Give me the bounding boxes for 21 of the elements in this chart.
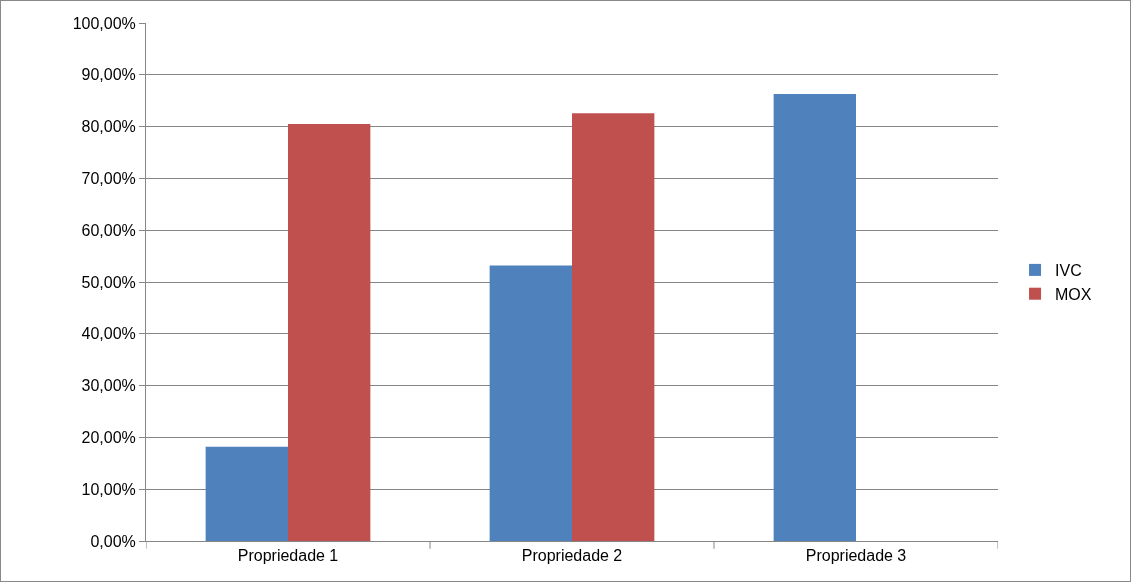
x-tick-label: Propriedade 2: [521, 547, 623, 565]
bar: [205, 446, 288, 541]
bar: [288, 124, 371, 541]
y-tick-label: 100,00%: [72, 14, 136, 32]
y-tick-label: 30,00%: [81, 377, 136, 395]
x-tick-label: Propriedade 1: [237, 547, 339, 565]
y-tick-label: 90,00%: [81, 66, 136, 84]
legend-label: IVC: [1055, 262, 1082, 280]
y-tick-label: 60,00%: [81, 221, 136, 239]
y-tick-label: 0,00%: [90, 532, 136, 550]
x-tick-label: Propriedade 3: [805, 547, 907, 565]
y-tick-label: 40,00%: [81, 325, 136, 343]
bar: [572, 113, 655, 541]
y-tick-label: 10,00%: [81, 480, 136, 498]
bar: [773, 93, 856, 541]
y-tick-label: 50,00%: [81, 273, 136, 291]
y-tick-label: 20,00%: [81, 429, 136, 446]
bar: [489, 265, 572, 541]
y-tick-label: 80,00%: [81, 118, 136, 136]
y-tick-label: 70,00%: [81, 170, 136, 187]
legend-label: MOX: [1055, 285, 1092, 303]
